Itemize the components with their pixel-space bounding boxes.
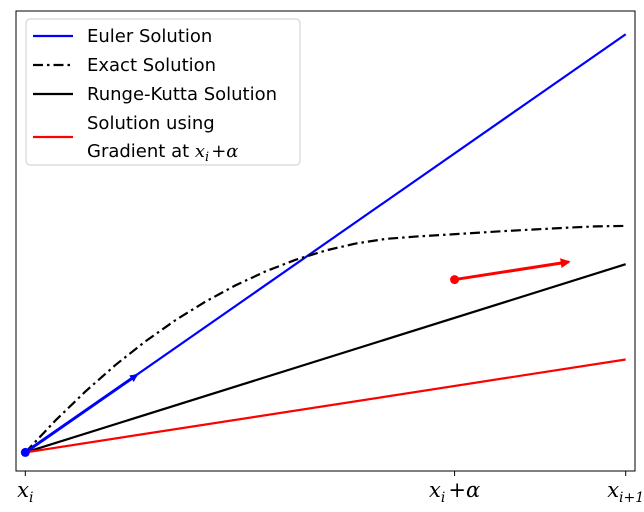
legend-label-3: Runge-Kutta Solution xyxy=(87,84,277,105)
legend-box xyxy=(25,18,301,166)
series-line-4 xyxy=(25,358,626,454)
legend-label-1: Euler Solution xyxy=(87,26,212,47)
axes-frame xyxy=(15,10,636,472)
series-line-2 xyxy=(24,224,626,454)
legend-label-4-line2: Gradient at xi +α xyxy=(87,141,238,165)
legend-label-4: Solution using xyxy=(87,113,215,134)
legend-label-2: Exact Solution xyxy=(87,55,216,76)
x-tick-label-3: xi+1 xyxy=(607,478,644,506)
point-marker-1 xyxy=(20,447,30,457)
axes-layer: xi xi +α xi+1 xyxy=(15,10,644,506)
annotation-layer xyxy=(20,258,571,457)
x-tick-label-2: xi +α xyxy=(429,478,480,506)
legend: Euler Solution Exact Solution Runge-Kutta … xyxy=(25,18,301,166)
point-marker-2 xyxy=(450,275,460,285)
x-tick-label-1: xi xyxy=(17,478,33,506)
series-line-3 xyxy=(24,263,627,454)
gradient-arrow-2 xyxy=(454,258,571,282)
gradient-arrow-1 xyxy=(24,374,139,454)
